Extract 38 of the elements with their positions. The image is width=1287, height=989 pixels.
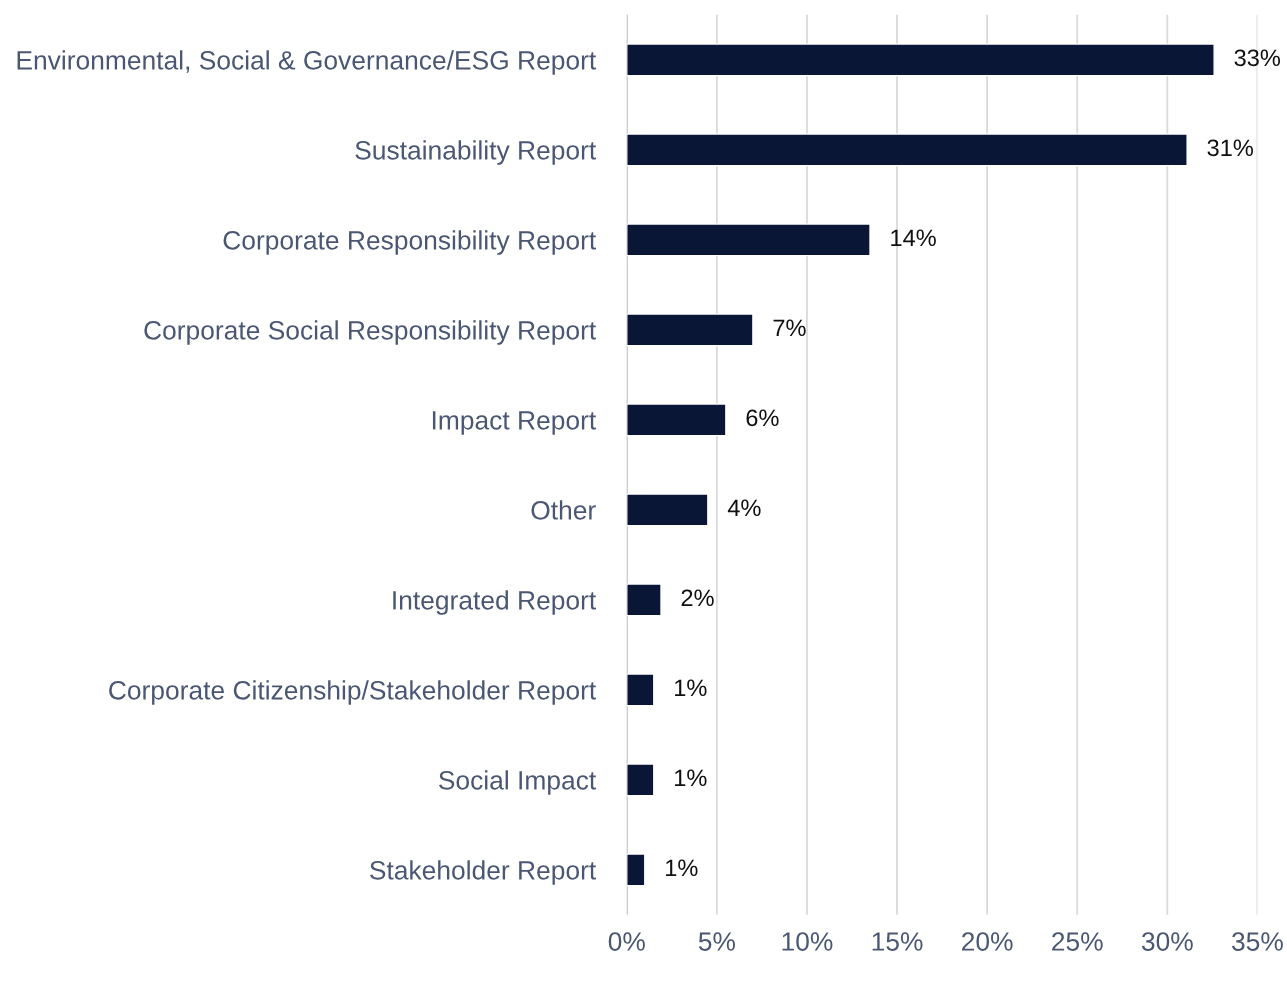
x-tick-label: 25% — [1052, 932, 1103, 951]
data-label: 1% — [666, 859, 698, 877]
bar — [626, 43, 1215, 77]
bar — [626, 673, 655, 707]
x-tick-label: 0% — [608, 932, 645, 951]
x-tick-label: 20% — [962, 932, 1013, 951]
y-tick-label: Sustainability Report — [355, 140, 597, 165]
data-label: 4% — [727, 499, 761, 517]
data-label: 31% — [1207, 139, 1253, 157]
bar — [626, 853, 646, 887]
x-tick-label: 10% — [782, 932, 833, 951]
bar — [626, 763, 655, 797]
y-tick-label: Corporate Responsibility Report — [223, 230, 597, 255]
bar — [626, 133, 1188, 167]
data-label: 6% — [746, 409, 779, 427]
y-tick-label: Social Impact — [439, 770, 597, 795]
y-tick-label: Other — [531, 500, 596, 520]
y-tick-label: Stakeholder Report — [370, 860, 597, 885]
x-tick-label: 15% — [872, 932, 923, 951]
x-tick-label: 35% — [1232, 932, 1283, 951]
x-tick-label: 30% — [1141, 932, 1193, 951]
data-label: 1% — [675, 679, 707, 697]
x-tick-label: 5% — [698, 932, 735, 951]
bar — [626, 493, 709, 527]
y-tick-label: Corporate Social Responsibility Report — [144, 320, 597, 345]
data-label: 2% — [681, 589, 714, 607]
bar — [626, 403, 727, 437]
data-label: 33% — [1234, 49, 1281, 67]
y-tick-label: Impact Report — [432, 411, 597, 435]
y-tick-label: Environmental, Social & Governance/ESG Report — [17, 50, 597, 75]
bar — [626, 583, 662, 617]
data-label: 1% — [675, 769, 707, 787]
y-tick-label: Integrated Report — [393, 590, 597, 615]
y-tick-label: Corporate Citizenship/Stakeholder Report — [109, 680, 597, 705]
data-label: 7% — [773, 319, 806, 337]
data-label: 14% — [891, 229, 936, 247]
bar — [626, 313, 754, 347]
bar — [626, 223, 871, 257]
